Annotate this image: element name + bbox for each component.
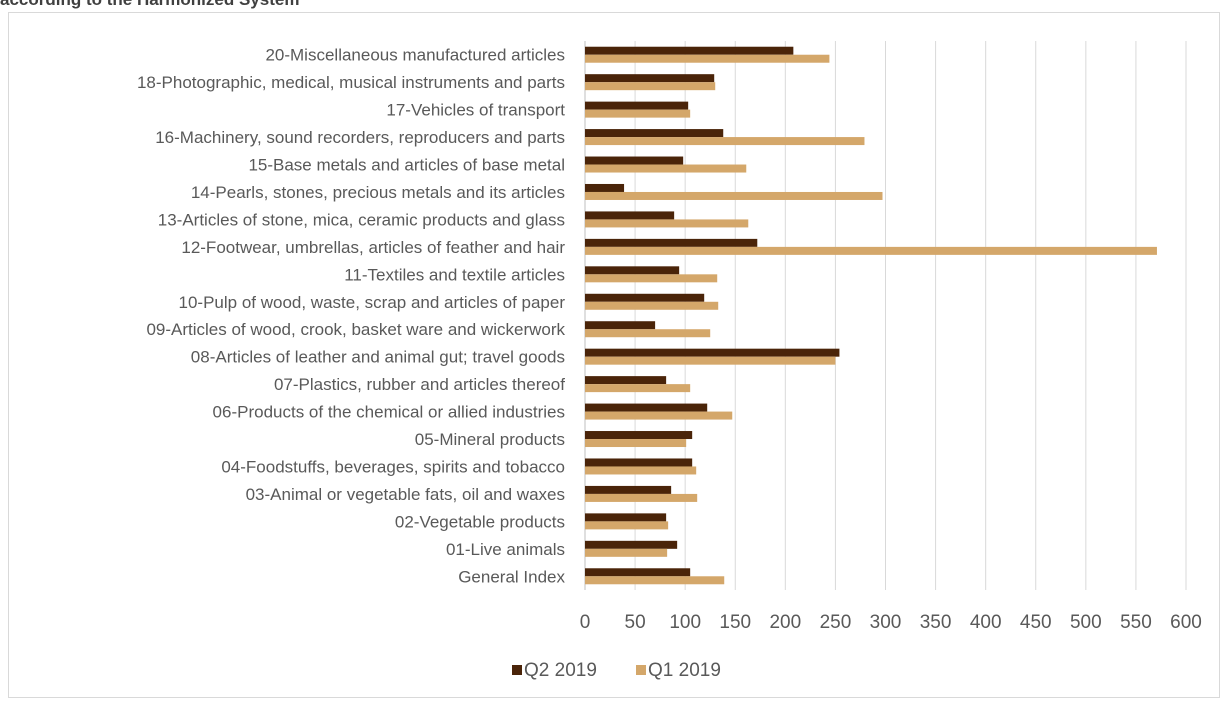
category-label: 07-Plastics, rubber and articles thereof [274, 375, 565, 394]
x-tick-label: 350 [920, 612, 952, 633]
category-label: 20-Miscellaneous manufactured articles [265, 46, 565, 65]
category-label: 13-Articles of stone, mica, ceramic prod… [158, 210, 565, 229]
category-label: 12-Footwear, umbrellas, articles of feat… [181, 238, 565, 257]
legend-swatch [636, 665, 646, 675]
bar-q2-2019 [585, 485, 672, 494]
bar-q2-2019 [585, 458, 693, 467]
bar-q2-2019 [585, 348, 840, 357]
legend-label: Q2 2019 [524, 660, 597, 681]
bar-q2-2019 [585, 376, 667, 385]
bars [585, 46, 1157, 585]
bar-q2-2019 [585, 568, 691, 577]
bar-q1-2019 [585, 466, 697, 475]
bar-q1-2019 [585, 109, 691, 118]
category-label: 05-Mineral products [415, 430, 565, 449]
bar-q2-2019 [585, 513, 667, 522]
x-tick-label: 100 [669, 612, 701, 633]
x-tick-labels: 0 50 100 150 200 250 300 350 400 450 500 550 600 [580, 612, 1202, 633]
x-tick-label: 600 [1170, 612, 1202, 633]
bar-q1-2019 [585, 356, 836, 365]
category-label: 08-Articles of leather and animal gut; t… [191, 348, 565, 367]
bar-q1-2019 [585, 301, 719, 310]
bar-q1-2019 [585, 439, 687, 448]
bar-q1-2019 [585, 137, 865, 146]
x-tick-label: 250 [820, 612, 852, 633]
category-label: General Index [458, 567, 565, 586]
bar-q2-2019 [585, 101, 689, 110]
bar-q1-2019 [585, 82, 716, 91]
bar-q1-2019 [585, 274, 718, 283]
bar-q1-2019 [585, 329, 711, 338]
category-label: 18-Photographic, medical, musical instru… [137, 73, 565, 92]
bar-q2-2019 [585, 183, 625, 192]
bar-q2-2019 [585, 156, 684, 165]
category-label: 02-Vegetable products [395, 512, 565, 531]
bar-q2-2019 [585, 321, 656, 330]
bar-q2-2019 [585, 403, 708, 412]
category-label: 10-Pulp of wood, waste, scrap and articl… [179, 293, 566, 312]
category-label: 14-Pearls, stones, precious metals and i… [191, 183, 565, 202]
legend-swatch [512, 665, 522, 675]
bar-q2-2019 [585, 293, 705, 302]
bar-q2-2019 [585, 266, 680, 275]
bar-q1-2019 [585, 191, 883, 200]
x-tick-label: 300 [870, 612, 902, 633]
bar-q1-2019 [585, 548, 668, 557]
x-tick-label: 550 [1120, 612, 1152, 633]
x-tick-label: 150 [719, 612, 751, 633]
bar-q1-2019 [585, 219, 749, 228]
bar-q1-2019 [585, 246, 1157, 255]
x-tick-label: 200 [769, 612, 801, 633]
bar-q2-2019 [585, 431, 693, 440]
gridlines [584, 41, 1187, 590]
bar-q2-2019 [585, 129, 724, 138]
x-tick-label: 500 [1070, 612, 1102, 633]
x-tick-label: 400 [970, 612, 1002, 633]
category-label: 11-Textiles and textile articles [344, 265, 565, 284]
bar-q2-2019 [585, 74, 715, 83]
x-tick-label: 0 [580, 612, 591, 633]
legend-label: Q1 2019 [648, 660, 721, 681]
bar-q1-2019 [585, 576, 725, 585]
category-label: 09-Articles of wood, crook, basket ware … [146, 320, 565, 339]
bar-q1-2019 [585, 164, 747, 173]
bar-q2-2019 [585, 540, 678, 549]
category-label: 06-Products of the chemical or allied in… [213, 403, 565, 422]
category-labels: 20-Miscellaneous manufactured articles 18… [137, 46, 566, 587]
bar-q2-2019 [585, 238, 758, 247]
bar-q1-2019 [585, 411, 733, 420]
x-tick-label: 50 [625, 612, 646, 633]
x-tick-label: 450 [1020, 612, 1052, 633]
category-label: 17-Vehicles of transport [386, 101, 565, 120]
bar-q2-2019 [585, 211, 675, 220]
title-strip: according to the Harmonized System [0, 0, 1224, 10]
legend: Q2 2019 Q1 2019 [512, 660, 721, 681]
chart-title: according to the Harmonized System [0, 0, 299, 10]
category-label: 04-Foodstuffs, beverages, spirits and to… [221, 457, 565, 476]
bar-q1-2019 [585, 521, 669, 530]
category-label: 03-Animal or vegetable fats, oil and wax… [246, 485, 565, 504]
category-label: 16-Machinery, sound recorders, reproduce… [155, 128, 565, 147]
bar-q1-2019 [585, 384, 691, 393]
bar-q1-2019 [585, 493, 698, 502]
bar-q2-2019 [585, 46, 794, 55]
category-label: 01-Live animals [446, 540, 565, 559]
bar-q1-2019 [585, 54, 830, 63]
category-label: 15-Base metals and articles of base meta… [248, 156, 565, 175]
